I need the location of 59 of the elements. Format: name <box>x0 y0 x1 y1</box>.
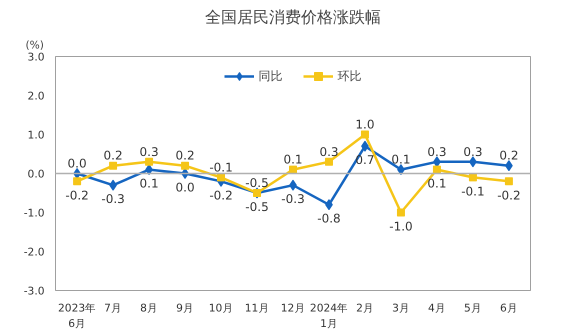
point <box>324 158 333 166</box>
y-tick-label: -1.0 <box>24 206 45 220</box>
legend-label: 同比 <box>258 68 282 84</box>
x-tick-label: 6月 <box>500 302 518 314</box>
data-label: 0.2 <box>104 148 123 163</box>
x-tick-label: 2023年 6月 <box>58 302 96 330</box>
x-tick-label: 5月 <box>464 302 482 314</box>
y-tick-label: 2.0 <box>28 90 45 102</box>
data-label: 0.1 <box>427 176 446 191</box>
x-tick-label: 9月 <box>176 302 194 314</box>
legend-label: 环比 <box>338 68 362 84</box>
x-tick-label: 12月 <box>280 302 306 314</box>
x-tick-label: 2月 <box>356 302 374 314</box>
data-label: -0.1 <box>209 160 233 174</box>
data-label: -0.5 <box>245 200 269 214</box>
point <box>145 158 154 166</box>
data-label: -0.3 <box>281 192 305 206</box>
point <box>432 166 441 174</box>
data-label: -0.8 <box>317 212 341 226</box>
data-label: -0.5 <box>245 176 269 190</box>
data-label: 0.1 <box>140 176 159 191</box>
x-tick-label: 11月 <box>244 302 270 314</box>
y-tick-label: 0.0 <box>28 168 45 180</box>
data-label: 0.0 <box>68 156 87 170</box>
data-label: -1.0 <box>389 220 413 234</box>
x-tick-label: 8月 <box>140 302 158 314</box>
data-label: -0.2 <box>209 188 233 202</box>
data-label: -0.3 <box>101 192 125 206</box>
point <box>504 177 513 186</box>
x-tick-label: 2024年 1月 <box>310 302 348 330</box>
data-label: 0.3 <box>319 144 339 159</box>
x-tick-label: 10月 <box>208 302 234 314</box>
data-label: 0.2 <box>176 148 195 163</box>
x-tick-label: 3月 <box>392 302 410 314</box>
y-tick-label: 1.0 <box>28 128 45 142</box>
x-tick-label: 7月 <box>104 302 122 314</box>
data-label: 1.0 <box>355 118 375 132</box>
point <box>289 166 297 174</box>
data-label: 0.3 <box>140 144 159 159</box>
point <box>360 130 369 138</box>
data-label: -0.2 <box>65 188 89 202</box>
y-tick-label: -2.0 <box>24 246 45 258</box>
point <box>73 177 82 186</box>
y-tick-label: 3.0 <box>28 50 45 64</box>
data-label: 0.0 <box>176 180 195 194</box>
data-label: 0.1 <box>391 152 411 167</box>
point <box>109 162 118 170</box>
y-tick-label: -3.0 <box>24 284 45 298</box>
data-label: -0.2 <box>497 188 521 202</box>
data-label: 0.1 <box>283 152 303 167</box>
data-label: 0.3 <box>463 144 482 159</box>
data-label: -0.1 <box>461 184 485 198</box>
point <box>396 208 405 216</box>
data-label: 0.2 <box>499 148 518 163</box>
chart-title: 全国居民消费价格涨跌幅 <box>205 8 381 26</box>
data-label: 0.3 <box>427 144 446 159</box>
x-tick-label: 4月 <box>428 302 446 314</box>
point <box>181 162 190 170</box>
y-axis-title: (%) <box>26 38 44 52</box>
